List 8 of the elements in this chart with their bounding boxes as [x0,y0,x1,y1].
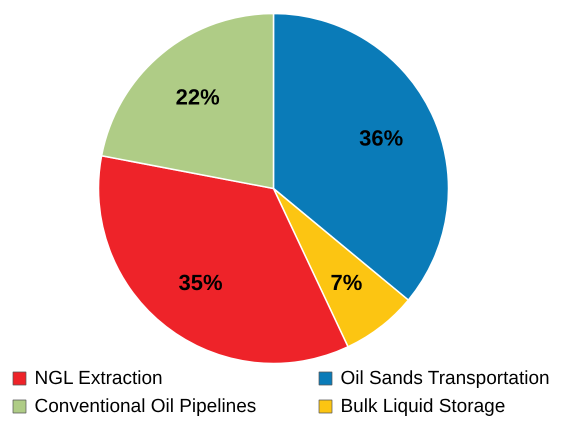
legend-label: Oil Sands Transportation [340,368,550,389]
legend-label: Conventional Oil Pipelines [34,396,256,417]
legend-label: Bulk Liquid Storage [340,396,506,417]
data-label: 36% [359,125,404,150]
data-label: 35% [178,270,223,296]
data-label: 22% [176,84,220,110]
data-label: 7% [330,270,362,296]
legend-label: NGL Extraction [34,368,163,389]
